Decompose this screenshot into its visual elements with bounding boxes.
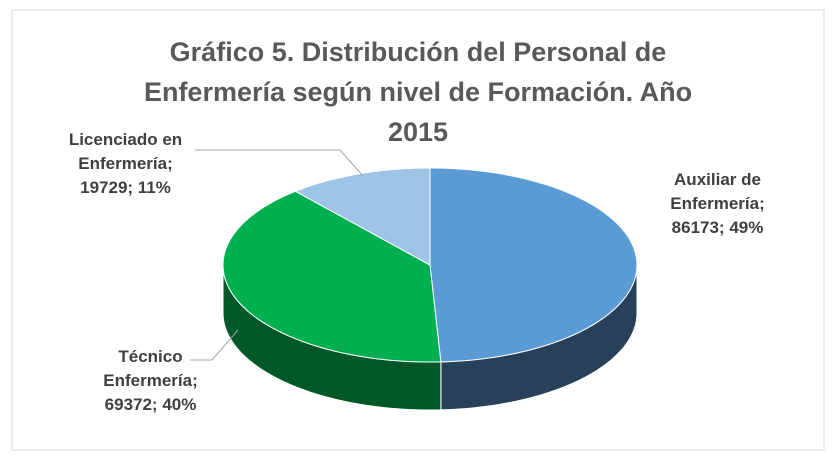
- chart-title: Gráfico 5. Distribución del Personal de …: [143, 37, 693, 147]
- data-label: Licenciado en Enfermería; 19729; 11%: [68, 130, 183, 197]
- leader-line: [190, 329, 239, 361]
- leader-line: [195, 149, 364, 177]
- slice: [429, 167, 638, 363]
- data-label: Auxiliar de Enfermería; 86173; 49%: [670, 170, 765, 237]
- slice: [222, 190, 442, 363]
- slice: [294, 167, 431, 266]
- data-label: Técnico Enfermería; 69372; 40%: [103, 347, 198, 414]
